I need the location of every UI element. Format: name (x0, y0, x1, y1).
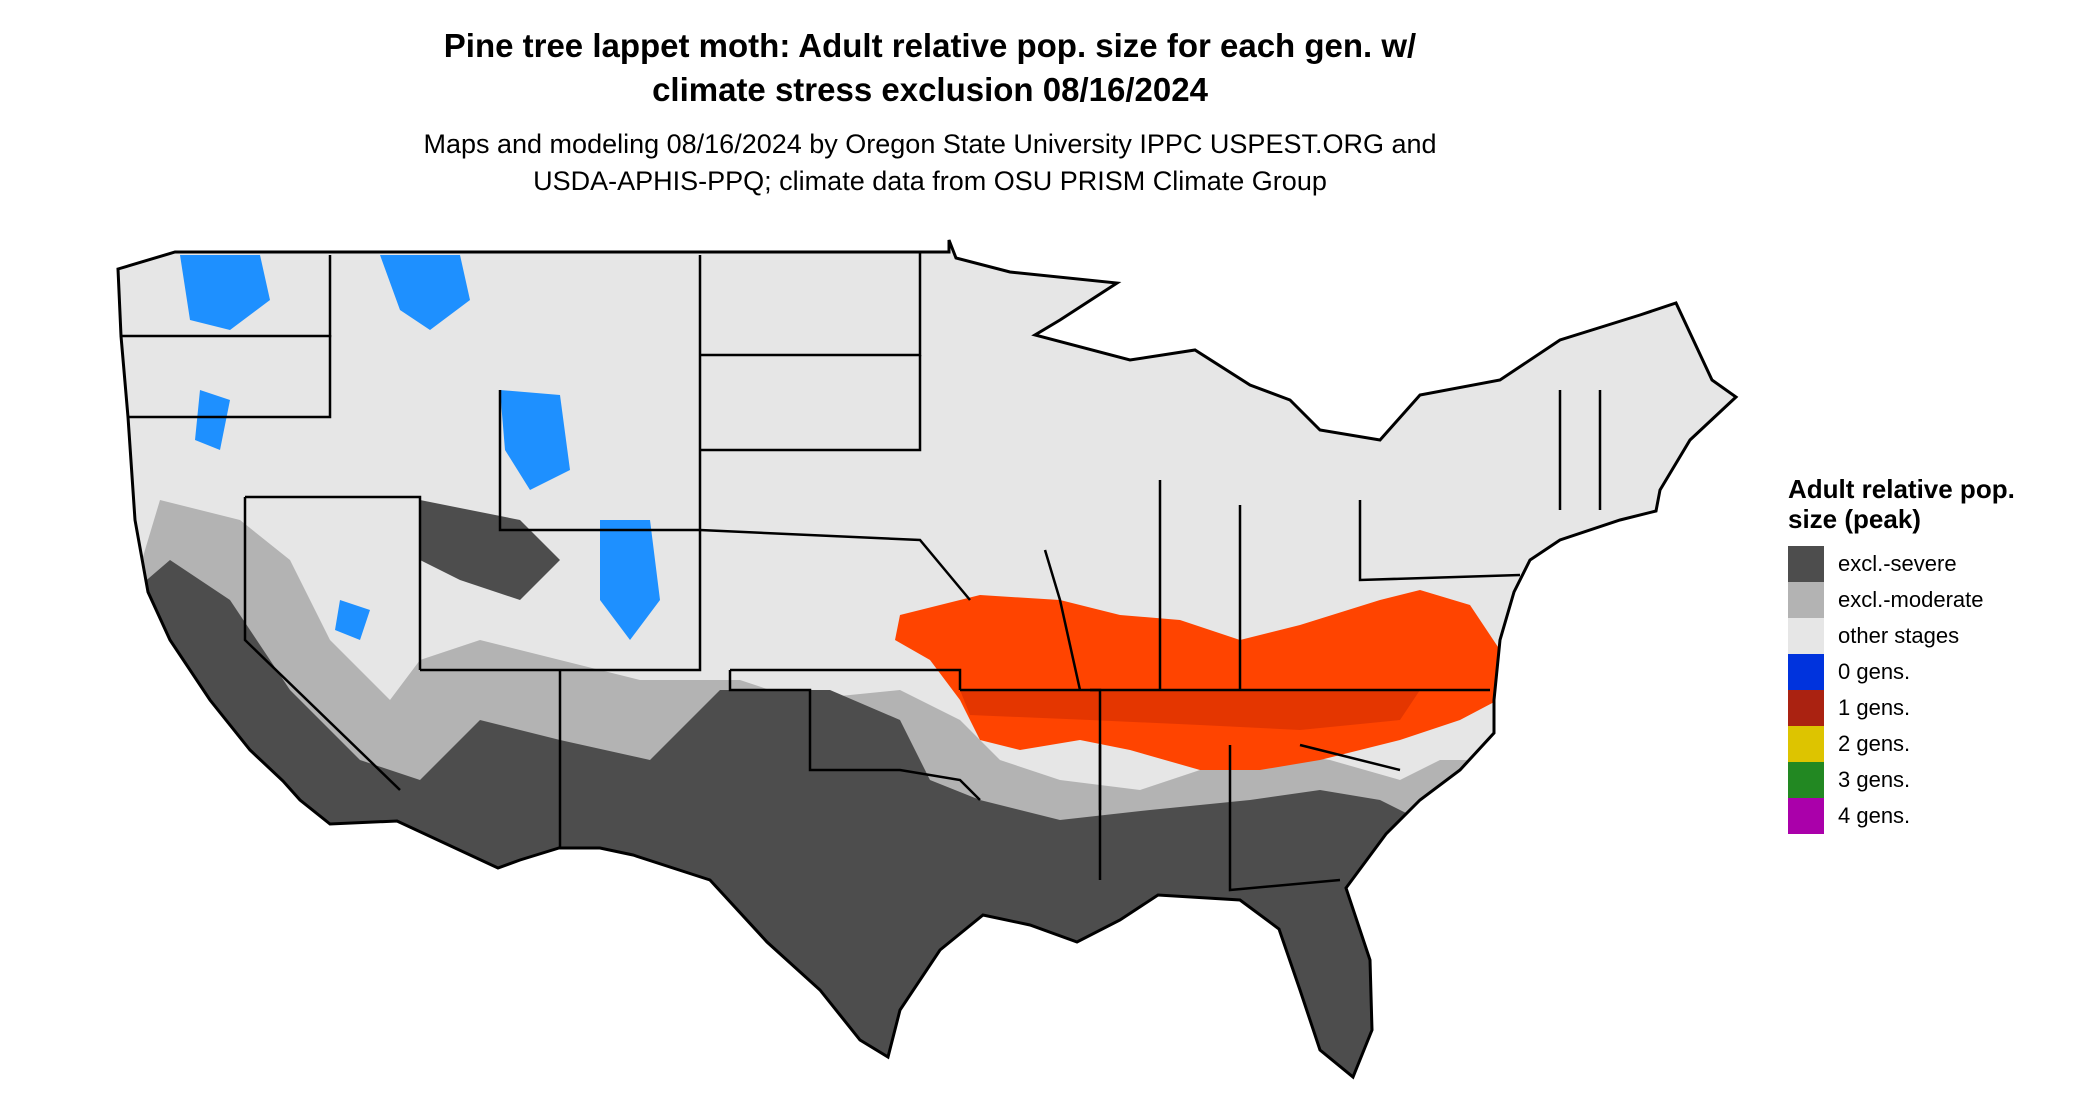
legend-item: excl.-moderate (1788, 582, 2048, 618)
legend-item: other stages (1788, 618, 2048, 654)
legend-swatch (1788, 618, 1824, 654)
state-borders (121, 252, 1602, 892)
legend-item: 0 gens. (1788, 654, 2048, 690)
legend-label: 4 gens. (1838, 803, 1911, 828)
legend-label: other stages (1838, 623, 1960, 648)
legend-label: 0 gens. (1838, 659, 1911, 684)
legend-item: 1 gens. (1788, 690, 2048, 726)
legend-label: 3 gens. (1838, 767, 1911, 792)
zero-gen-area (180, 255, 660, 640)
legend-swatch (1788, 762, 1824, 798)
legend: Adult relative pop. size (peak) excl.-se… (1788, 474, 2048, 834)
legend-swatch (1788, 690, 1824, 726)
legend-item: excl.-severe (1788, 546, 2048, 582)
title-line-2: climate stress exclusion 08/16/2024 (652, 71, 1208, 108)
legend-swatch (1788, 654, 1824, 690)
legend-title: Adult relative pop. size (peak) (1788, 474, 2015, 534)
legend-label: 2 gens. (1838, 731, 1911, 756)
one-gen-core (960, 690, 1420, 730)
map-subtitle: Maps and modeling 08/16/2024 by Oregon S… (0, 126, 1860, 200)
subtitle-line-1: Maps and modeling 08/16/2024 by Oregon S… (423, 129, 1437, 159)
legend-label: excl.-moderate (1838, 587, 1984, 612)
map-title: Pine tree lappet moth: Adult relative po… (0, 24, 1860, 112)
title-line-1: Pine tree lappet moth: Adult relative po… (443, 27, 1417, 64)
legend-swatch (1788, 582, 1824, 618)
legend-swatch (1788, 726, 1824, 762)
excl-severe-area (420, 500, 560, 600)
legend-items: excl.-severe excl.-moderate other stages 0 … (1788, 546, 2048, 834)
legend-label: 1 gens. (1838, 695, 1911, 720)
legend-item: 3 gens. (1788, 762, 2048, 798)
legend-label: excl.-severe (1838, 551, 1957, 576)
legend-item: 2 gens. (1788, 726, 2048, 762)
subtitle-line-2: USDA-APHIS-PPQ; climate data from OSU PR… (533, 166, 1327, 196)
legend-item: 4 gens. (1788, 798, 2048, 834)
legend-swatch (1788, 798, 1824, 834)
legend-swatch (1788, 546, 1824, 582)
